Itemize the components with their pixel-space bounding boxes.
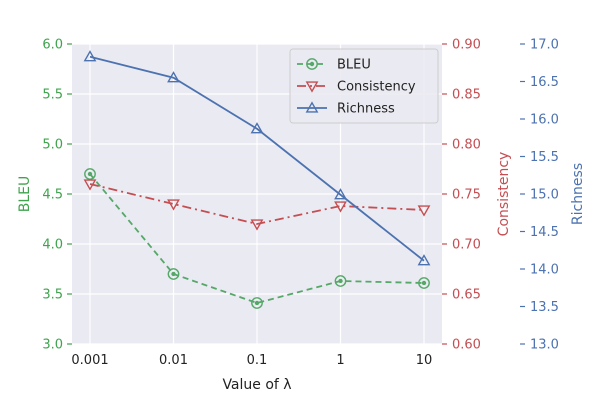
legend-label-consistency: Consistency [337,80,416,95]
legend-item-bleu: BLEU [297,58,371,73]
bleu-tick-label: 4.0 [42,238,63,253]
richness-tick-label: 16.0 [530,113,559,128]
bleu-axis-label: BLEU [17,176,33,213]
bleu-point [334,275,347,287]
bleu-point-center [254,300,260,306]
consistency-tick-label: 0.75 [452,188,481,203]
x-tick-label: 0.01 [159,353,188,368]
richness-tick-label: 13.0 [530,338,559,353]
richness-axis-ticks: 13.0 13.5 14.0 14.5 15.0 15.5 16.0 16.5 17.0 [520,38,559,353]
x-axis-label: Value of λ [222,377,291,393]
consistency-tick-label: 0.60 [452,338,481,353]
legend-marker-bleu [306,58,318,70]
consistency-point [83,179,97,191]
richness-series [83,50,431,266]
richness-axis-label: Richness [570,163,586,225]
bleu-line [89,173,425,304]
x-tick-label: 0.1 [247,353,268,368]
bleu-point [167,268,180,280]
consistency-tick-label: 0.70 [452,238,481,253]
bleu-point [84,168,96,180]
bleu-point [251,297,263,309]
consistency-tick-label: 0.80 [452,138,481,153]
bleu-tick-label: 4.5 [42,188,63,203]
bleu-point-center [87,171,93,177]
richness-point [417,254,431,266]
richness-tick-label: 15.5 [530,150,559,165]
richness-point [334,188,347,200]
legend-label-richness: Richness [337,102,395,117]
consistency-line [89,183,425,225]
richness-point [250,122,264,134]
richness-tick-label: 13.5 [530,300,559,315]
richness-tick-label: 14.0 [530,263,559,278]
consistency-axis-label: Consistency [496,152,512,237]
legend-box [289,48,439,124]
bleu-point-center [338,278,343,284]
consistency-tick-label: 0.90 [452,38,481,53]
richness-tick-label: 16.5 [530,75,559,90]
legend-item-consistency: Consistency [297,80,416,95]
x-tick-label: 1 [336,353,344,368]
consistency-point [250,219,264,231]
richness-tick-label: 15.0 [530,188,559,203]
legend-marker-consistency [305,81,319,93]
legend-marker-richness [305,101,319,113]
richness-tick-label: 14.5 [530,225,559,240]
bleu-point-center [421,280,427,286]
legend-marker-bleu-center [309,61,315,67]
x-axis-ticks: 0.001 0.01 0.1 1 10 [71,353,432,368]
consistency-point [334,201,347,213]
x-tick-label: 10 [416,353,433,368]
consistency-tick-label: 0.85 [452,88,481,103]
legend-item-richness: Richness [297,101,395,117]
bleu-point-center [171,271,176,277]
consistency-point [167,199,180,211]
consistency-axis-ticks: 0.60 0.65 0.70 0.75 0.80 0.85 0.90 [442,38,481,353]
richness-line [89,55,425,262]
bleu-tick-label: 5.0 [42,138,63,153]
richness-point [167,71,180,83]
bleu-series [84,168,430,309]
richness-tick-label: 17.0 [530,38,559,53]
legend: BLEU Consistency Richness [289,48,439,124]
bleu-tick-label: 6.0 [42,38,63,53]
bleu-tick-label: 5.5 [42,88,63,103]
consistency-series [83,179,431,231]
x-tick-label: 0.001 [71,353,108,368]
bleu-tick-label: 3.0 [42,338,63,353]
bleu-axis-ticks: 3.0 3.5 4.0 4.5 5.0 5.5 6.0 [42,38,72,353]
legend-label-bleu: BLEU [337,58,371,73]
bleu-point [418,277,430,289]
consistency-point [417,205,431,217]
bleu-tick-label: 3.5 [42,288,63,303]
consistency-tick-label: 0.65 [452,288,481,303]
richness-point [83,50,97,62]
series-layer [83,50,431,309]
